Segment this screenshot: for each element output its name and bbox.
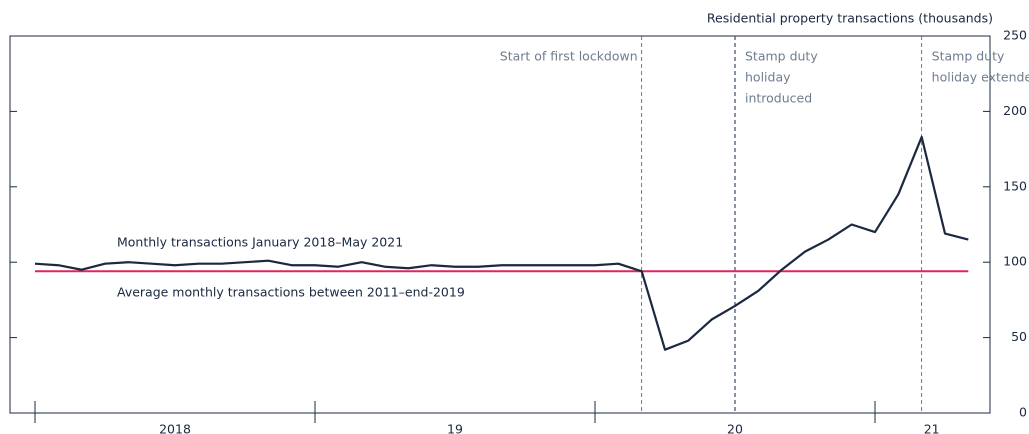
x-tick-label: 21 [924, 422, 940, 434]
y-tick-label: 200 [1003, 103, 1027, 118]
y-tick-label: 250 [1003, 28, 1027, 43]
series-line [34, 135, 969, 351]
annotation: Stamp duty [932, 49, 1005, 64]
plot-frame [9, 35, 991, 414]
x-tick-label: 20 [727, 422, 743, 434]
x-tick-label: 19 [447, 422, 463, 434]
series-label: Monthly transactions January 2018–May 20… [117, 235, 403, 250]
annotation: Stamp duty [745, 49, 818, 64]
annotation: Start of first lockdown [500, 49, 638, 64]
y-tick-label: 100 [1003, 254, 1027, 269]
y-axis-label: Residential property transactions (thous… [707, 11, 993, 26]
series-label: Average monthly transactions between 201… [117, 285, 465, 300]
annotation: introduced [745, 91, 812, 106]
x-tick-label: 2018 [159, 422, 191, 434]
y-tick-label: 150 [1003, 178, 1027, 193]
annotation: holiday extended [932, 70, 1029, 85]
y-tick-label: 0 [1019, 405, 1027, 420]
y-tick-label: 50 [1011, 329, 1027, 344]
annotation: holiday [745, 70, 791, 85]
